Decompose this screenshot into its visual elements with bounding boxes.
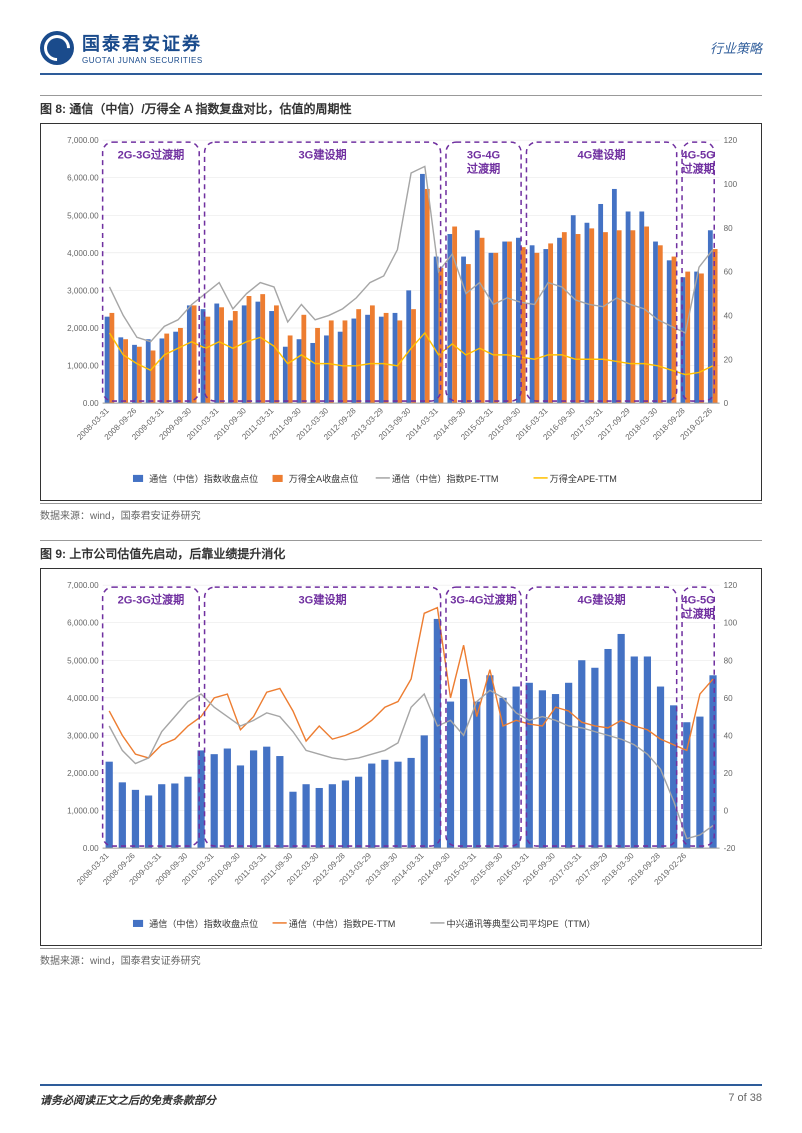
figure-8-source: 数据来源：wind，国泰君安证券研究 [40, 503, 762, 522]
svg-text:100: 100 [724, 180, 738, 189]
svg-text:1,000.00: 1,000.00 [67, 807, 99, 816]
svg-text:3G-4G过渡期: 3G-4G过渡期 [450, 592, 517, 606]
figure-9-title: 图 9: 上市公司估值先启动，后靠业绩提升消化 [40, 540, 762, 566]
page-header: 国泰君安证券 GUOTAI JUNAN SECURITIES 行业策略 [40, 30, 762, 75]
svg-text:100: 100 [724, 619, 738, 628]
figure-8: 图 8: 通信（中信）/万得全 A 指数复盘对比，估值的周期性 0.00 1,00… [40, 95, 762, 522]
company-logo-icon [40, 31, 74, 65]
svg-text:2G-3G过渡期: 2G-3G过渡期 [118, 592, 185, 606]
svg-text:3G建设期: 3G建设期 [299, 147, 347, 161]
svg-text:过渡期: 过渡期 [681, 161, 714, 175]
svg-text:120: 120 [724, 581, 738, 590]
svg-text:3G-4G: 3G-4G [467, 149, 500, 161]
svg-text:20: 20 [724, 769, 733, 778]
svg-text:40: 40 [724, 311, 733, 320]
figure-8-chart: 0.00 1,000.00 2,000.00 3,000.00 4,000.00 5,00… [40, 123, 762, 501]
svg-text:1,000.00: 1,000.00 [67, 362, 99, 371]
svg-text:通信（中信）指数收盘点位: 通信（中信）指数收盘点位 [149, 918, 258, 929]
svg-text:4G-5G: 4G-5G [681, 594, 714, 606]
figure-9-source: 数据来源：wind，国泰君安证券研究 [40, 948, 762, 967]
svg-text:0.00: 0.00 [83, 399, 99, 408]
svg-text:中兴通讯等典型公司平均PE（TTM）: 中兴通讯等典型公司平均PE（TTM） [447, 918, 596, 929]
logo-block: 国泰君安证券 GUOTAI JUNAN SECURITIES [40, 30, 203, 65]
svg-text:80: 80 [724, 656, 733, 665]
svg-text:-20: -20 [724, 844, 736, 853]
svg-text:2,000.00: 2,000.00 [67, 324, 99, 333]
page-footer: 请务必阅读正文之后的免责条款部分 7 of 38 [0, 1084, 802, 1108]
footer-page-number: 7 of 38 [728, 1092, 762, 1108]
svg-text:4,000.00: 4,000.00 [67, 694, 99, 703]
svg-text:40: 40 [724, 732, 733, 741]
svg-text:3,000.00: 3,000.00 [67, 286, 99, 295]
svg-text:5,000.00: 5,000.00 [67, 656, 99, 665]
svg-text:120: 120 [724, 136, 738, 145]
figure-9: 图 9: 上市公司估值先启动，后靠业绩提升消化 0.00 1,000.00 2,00… [40, 540, 762, 967]
svg-text:80: 80 [724, 224, 733, 233]
svg-text:4G-5G: 4G-5G [681, 149, 714, 161]
svg-text:4,000.00: 4,000.00 [67, 249, 99, 258]
svg-text:0: 0 [724, 807, 729, 816]
svg-text:6,000.00: 6,000.00 [67, 174, 99, 183]
svg-text:过渡期: 过渡期 [467, 161, 500, 175]
svg-text:5,000.00: 5,000.00 [67, 211, 99, 220]
company-name-cn: 国泰君安证券 [82, 30, 203, 56]
svg-text:60: 60 [724, 268, 733, 277]
svg-text:通信（中信）指数PE-TTM: 通信（中信）指数PE-TTM [289, 918, 396, 929]
footer-disclaimer: 请务必阅读正文之后的免责条款部分 [40, 1092, 216, 1108]
figure-9-chart: 0.00 1,000.00 2,000.00 3,000.00 4,000.00 5,00… [40, 568, 762, 946]
svg-text:6,000.00: 6,000.00 [67, 619, 99, 628]
company-name-en: GUOTAI JUNAN SECURITIES [82, 56, 203, 65]
svg-text:20: 20 [724, 355, 733, 364]
figure-8-title: 图 8: 通信（中信）/万得全 A 指数复盘对比，估值的周期性 [40, 95, 762, 121]
svg-text:0.00: 0.00 [83, 844, 99, 853]
svg-text:3,000.00: 3,000.00 [67, 732, 99, 741]
svg-text:通信（中信）指数收盘点位: 通信（中信）指数收盘点位 [149, 473, 258, 484]
svg-text:60: 60 [724, 694, 733, 703]
svg-text:过渡期: 过渡期 [681, 607, 714, 621]
svg-text:通信（中信）指数PE-TTM: 通信（中信）指数PE-TTM [392, 473, 499, 484]
svg-text:3G建设期: 3G建设期 [299, 592, 347, 606]
svg-text:0: 0 [724, 399, 729, 408]
svg-text:万得全A收盘点位: 万得全A收盘点位 [289, 473, 359, 484]
svg-text:7,000.00: 7,000.00 [67, 136, 99, 145]
svg-text:7,000.00: 7,000.00 [67, 581, 99, 590]
svg-text:万得全APE-TTM: 万得全APE-TTM [550, 473, 617, 484]
svg-text:2G-3G过渡期: 2G-3G过渡期 [118, 147, 185, 161]
svg-text:4G建设期: 4G建设期 [577, 147, 625, 161]
document-type: 行业策略 [710, 38, 762, 57]
svg-text:4G建设期: 4G建设期 [577, 592, 625, 606]
svg-text:2,000.00: 2,000.00 [67, 769, 99, 778]
